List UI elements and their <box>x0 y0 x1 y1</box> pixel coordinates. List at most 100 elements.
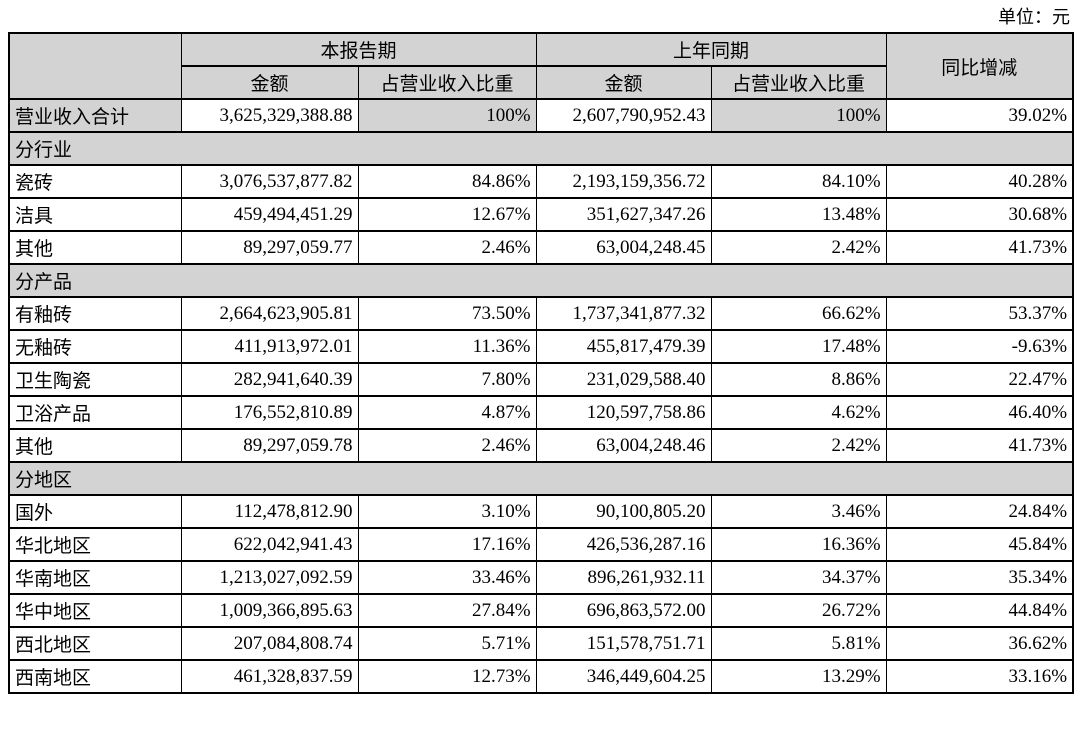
unit-label: 单位：元 <box>998 7 1070 27</box>
table-row: 华南地区 1,213,027,092.59 33.46% 896,261,932… <box>8 560 1074 595</box>
row-label-cell: 华北地区 <box>8 527 182 562</box>
prior-pct-cell: 2.42% <box>710 230 887 265</box>
prior-pct-cell: 84.10% <box>710 164 887 199</box>
yoy-cell: 35.34% <box>885 560 1074 595</box>
current-pct-cell: 2.46% <box>357 230 537 265</box>
table-row: 洁具 459,494,451.29 12.67% 351,627,347.26 … <box>8 197 1074 232</box>
current-amount-cell: 2,664,623,905.81 <box>180 296 359 331</box>
prior-pct-cell: 2.42% <box>710 428 887 463</box>
table-row: 其他 89,297,059.78 2.46% 63,004,248.46 2.4… <box>8 428 1074 463</box>
section-row-region: 分地区 <box>8 461 1074 496</box>
table-row: 有釉砖 2,664,623,905.81 73.50% 1,737,341,87… <box>8 296 1074 331</box>
header-row-2: 金额 占营业收入比重 金额 占营业收入比重 <box>9 65 1073 100</box>
row-label-cell: 无釉砖 <box>8 329 182 364</box>
prior-pct-cell: 66.62% <box>710 296 887 331</box>
row-label-cell: 华中地区 <box>8 593 182 628</box>
prior-pct-cell: 13.29% <box>710 659 887 694</box>
yoy-cell: 30.68% <box>885 197 1074 232</box>
table-row: 华北地区 622,042,941.43 17.16% 426,536,287.1… <box>8 527 1074 562</box>
current-amount-cell: 112,478,812.90 <box>180 494 359 529</box>
yoy-cell: 40.28% <box>885 164 1074 199</box>
prior-amount-cell: 151,578,751.71 <box>535 626 712 661</box>
row-label-cell: 其他 <box>8 230 182 265</box>
prior-amount-cell: 426,536,287.16 <box>535 527 712 562</box>
prior-pct-cell: 34.37% <box>710 560 887 595</box>
current-amount-cell: 176,552,810.89 <box>180 395 359 430</box>
prior-amount-cell: 896,261,932.11 <box>535 560 712 595</box>
yoy-cell: 46.40% <box>885 395 1074 430</box>
table-row: 西南地区 461,328,837.59 12.73% 346,449,604.2… <box>8 659 1074 694</box>
prior-amount-cell: 63,004,248.45 <box>535 230 712 265</box>
prior-pct-cell: 3.46% <box>710 494 887 529</box>
prior-amount-cell: 2,607,790,952.43 <box>535 98 712 133</box>
current-pct-cell: 33.46% <box>357 560 537 595</box>
table-row: 其他 89,297,059.77 2.46% 63,004,248.45 2.4… <box>8 230 1074 265</box>
row-label-cell: 有釉砖 <box>8 296 182 331</box>
prior-pct-cell: 4.62% <box>710 395 887 430</box>
col-header-prior-period: 上年同期 <box>535 32 887 67</box>
current-pct-cell: 3.10% <box>357 494 537 529</box>
current-amount-cell: 622,042,941.43 <box>180 527 359 562</box>
prior-amount-cell: 63,004,248.46 <box>535 428 712 463</box>
row-label-cell: 瓷砖 <box>8 164 182 199</box>
yoy-cell: -9.63% <box>885 329 1074 364</box>
prior-pct-cell: 5.81% <box>710 626 887 661</box>
current-amount-cell: 3,625,329,388.88 <box>180 98 359 133</box>
yoy-cell: 39.02% <box>885 98 1074 133</box>
current-pct-cell: 5.71% <box>357 626 537 661</box>
table-row: 瓷砖 3,076,537,877.82 84.86% 2,193,159,356… <box>8 164 1074 199</box>
row-label-cell: 西南地区 <box>8 659 182 694</box>
yoy-cell: 53.37% <box>885 296 1074 331</box>
current-pct-cell: 7.80% <box>357 362 537 397</box>
current-amount-cell: 207,084,808.74 <box>180 626 359 661</box>
current-pct-cell: 100% <box>357 98 537 133</box>
current-amount-cell: 3,076,537,877.82 <box>180 164 359 199</box>
current-amount-cell: 1,009,366,895.63 <box>180 593 359 628</box>
yoy-cell: 24.84% <box>885 494 1074 529</box>
col-header-current-pct: 占营业收入比重 <box>357 65 537 100</box>
yoy-cell: 41.73% <box>885 428 1074 463</box>
yoy-cell: 45.84% <box>885 527 1074 562</box>
current-amount-cell: 461,328,837.59 <box>180 659 359 694</box>
section-row-industry: 分行业 <box>8 131 1074 166</box>
current-amount-cell: 282,941,640.39 <box>180 362 359 397</box>
section-title-cell: 分行业 <box>8 131 1074 166</box>
prior-amount-cell: 2,193,159,356.72 <box>535 164 712 199</box>
current-pct-cell: 2.46% <box>357 428 537 463</box>
row-label-cell: 其他 <box>8 428 182 463</box>
col-header-yoy-change: 同比增减 <box>885 32 1074 100</box>
prior-amount-cell: 1,737,341,877.32 <box>535 296 712 331</box>
current-amount-cell: 411,913,972.01 <box>180 329 359 364</box>
row-label-cell: 卫生陶瓷 <box>8 362 182 397</box>
table-row: 卫浴产品 176,552,810.89 4.87% 120,597,758.86… <box>8 395 1074 430</box>
current-pct-cell: 4.87% <box>357 395 537 430</box>
row-label-cell: 华南地区 <box>8 560 182 595</box>
current-pct-cell: 12.67% <box>357 197 537 232</box>
prior-amount-cell: 696,863,572.00 <box>535 593 712 628</box>
section-title-cell: 分地区 <box>8 461 1074 496</box>
prior-pct-cell: 26.72% <box>710 593 887 628</box>
table-row: 国外 112,478,812.90 3.10% 90,100,805.20 3.… <box>8 494 1074 529</box>
row-label-cell: 营业收入合计 <box>8 98 182 133</box>
col-header-current-amount: 金额 <box>180 65 359 100</box>
total-revenue-row: 营业收入合计 3,625,329,388.88 100% 2,607,790,9… <box>8 98 1074 133</box>
prior-amount-cell: 351,627,347.26 <box>535 197 712 232</box>
current-amount-cell: 1,213,027,092.59 <box>180 560 359 595</box>
current-amount-cell: 459,494,451.29 <box>180 197 359 232</box>
current-amount-cell: 89,297,059.77 <box>180 230 359 265</box>
prior-amount-cell: 455,817,479.39 <box>535 329 712 364</box>
header-row-1: 本报告期 上年同期 同比增减 <box>8 32 1074 100</box>
yoy-cell: 36.62% <box>885 626 1074 661</box>
current-pct-cell: 27.84% <box>357 593 537 628</box>
yoy-cell: 41.73% <box>885 230 1074 265</box>
table-row: 无釉砖 411,913,972.01 11.36% 455,817,479.39… <box>8 329 1074 364</box>
prior-pct-cell: 8.86% <box>710 362 887 397</box>
revenue-breakdown-table: 本报告期 上年同期 同比增减 金额 占营业收入比重 金额 占营业收入比重 营业收… <box>8 32 1075 694</box>
col-header-current-period: 本报告期 <box>180 32 537 67</box>
current-pct-cell: 73.50% <box>357 296 537 331</box>
prior-amount-cell: 231,029,588.40 <box>535 362 712 397</box>
row-label-cell: 卫浴产品 <box>8 395 182 430</box>
prior-pct-cell: 16.36% <box>710 527 887 562</box>
row-label-cell: 洁具 <box>8 197 182 232</box>
yoy-cell: 44.84% <box>885 593 1074 628</box>
